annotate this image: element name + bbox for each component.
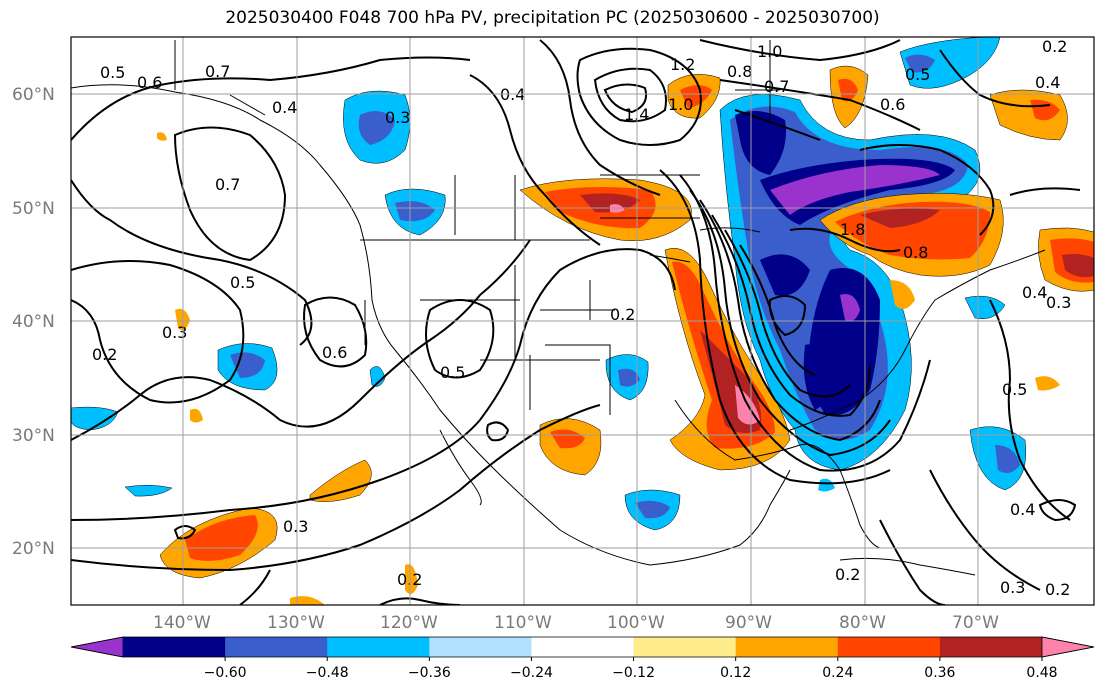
colorbar-tick-label: 0.12: [720, 665, 751, 681]
svg-text:0.6: 0.6: [322, 343, 347, 362]
svg-text:0.2: 0.2: [610, 305, 635, 324]
svg-text:60°N: 60°N: [12, 85, 55, 105]
contour-labels: 0.5 0.6 0.7 0.4 0.3 0.7 0.5 0.3 0.2 0.6 …: [92, 37, 1071, 599]
svg-text:0.2: 0.2: [835, 565, 860, 584]
map-title: 2025030400 F048 700 hPa PV, precipitatio…: [225, 8, 880, 28]
colorbar: −0.60 −0.48 −0.36 −0.24 −0.12 0.12 0.24 0.36 0.4…: [70, 636, 1095, 681]
svg-text:120°W: 120°W: [380, 613, 438, 633]
svg-text:140°W: 140°W: [153, 613, 211, 633]
svg-text:100°W: 100°W: [607, 613, 665, 633]
map-frame: [70, 36, 1095, 606]
svg-text:110°W: 110°W: [494, 613, 552, 633]
colorbar-tick-label: −0.60: [204, 665, 247, 681]
svg-text:0.7: 0.7: [205, 62, 230, 81]
latitude-labels: 60°N 50°N 40°N 30°N 20°N: [12, 85, 55, 559]
svg-text:0.3: 0.3: [283, 517, 308, 536]
svg-text:0.5: 0.5: [100, 63, 125, 82]
colorbar-segment: [735, 637, 839, 657]
svg-text:30°N: 30°N: [12, 426, 55, 446]
svg-text:1.8: 1.8: [840, 220, 865, 239]
svg-text:0.6: 0.6: [137, 73, 162, 92]
colorbar-tick-label: −0.48: [306, 665, 349, 681]
colorbar-extend-high: [1041, 636, 1095, 658]
svg-text:0.8: 0.8: [903, 243, 928, 262]
svg-text:0.5: 0.5: [905, 65, 930, 84]
colorbar-tick-label: 0.24: [822, 665, 853, 681]
colorbar-extend-low: [70, 636, 124, 658]
svg-text:0.4: 0.4: [272, 98, 297, 117]
svg-text:0.6: 0.6: [880, 95, 905, 114]
colorbar-tick-label: −0.24: [510, 665, 553, 681]
colorbar-tick-label: 0.36: [924, 665, 955, 681]
svg-text:40°N: 40°N: [12, 312, 55, 332]
colorbar-segment: [939, 637, 1043, 657]
svg-text:0.7: 0.7: [764, 77, 789, 96]
svg-text:50°N: 50°N: [12, 199, 55, 219]
colorbar-segment: [633, 637, 737, 657]
colorbar-tick-label: −0.36: [408, 665, 451, 681]
svg-text:0.3: 0.3: [1000, 578, 1025, 597]
longitude-labels: 140°W 130°W 120°W 110°W 100°W 90°W 80°W …: [153, 613, 999, 633]
svg-text:0.2: 0.2: [1042, 37, 1067, 56]
svg-text:0.5: 0.5: [230, 273, 255, 292]
svg-text:90°W: 90°W: [725, 613, 772, 633]
svg-text:1.2: 1.2: [670, 55, 695, 74]
svg-text:0.2: 0.2: [1045, 580, 1070, 599]
colorbar-segment: [327, 637, 430, 657]
svg-text:0.3: 0.3: [1046, 293, 1071, 312]
svg-text:0.3: 0.3: [385, 108, 410, 127]
colorbar-segment: [123, 637, 226, 657]
colorbar-tick-label: 0.48: [1026, 665, 1057, 681]
svg-text:130°W: 130°W: [267, 613, 325, 633]
svg-text:0.4: 0.4: [1010, 500, 1035, 519]
svg-text:1.0: 1.0: [757, 42, 782, 61]
svg-text:80°W: 80°W: [839, 613, 886, 633]
svg-text:0.8: 0.8: [727, 62, 752, 81]
svg-text:20°N: 20°N: [12, 539, 55, 559]
colorbar-segment: [225, 637, 328, 657]
svg-text:0.2: 0.2: [92, 345, 117, 364]
svg-text:0.5: 0.5: [1002, 380, 1027, 399]
colorbar-segment: [531, 637, 635, 657]
colorbar-outline: [70, 636, 1095, 658]
gridlines: [71, 37, 1094, 605]
svg-text:0.3: 0.3: [162, 323, 187, 342]
colorbar-segment: [429, 637, 532, 657]
colorbar-tick-label: −0.12: [612, 665, 655, 681]
svg-text:0.5: 0.5: [440, 363, 465, 382]
colorbar-segment: [837, 637, 941, 657]
svg-text:0.4: 0.4: [1035, 73, 1060, 92]
svg-text:70°W: 70°W: [952, 613, 999, 633]
svg-text:1.0: 1.0: [668, 95, 693, 114]
svg-text:0.7: 0.7: [215, 175, 240, 194]
svg-text:0.4: 0.4: [1022, 283, 1047, 302]
